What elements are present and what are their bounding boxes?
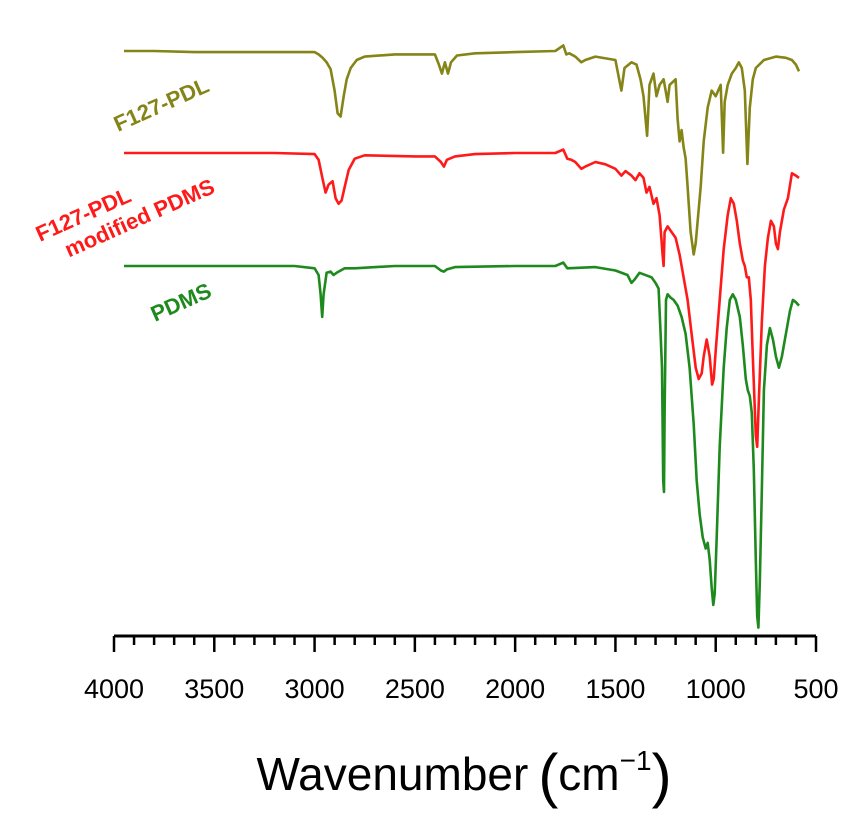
x-axis-tick-labels: 4000 3500 3000 2500 2000 1500 1000 500 — [84, 674, 839, 704]
series-label-f127-pdl: F127-PDL — [110, 72, 213, 136]
x-axis-ticks — [112, 636, 818, 652]
tick-label-3000: 3000 — [285, 674, 345, 704]
tick-label-500: 500 — [793, 674, 838, 704]
tick-label-2000: 2000 — [485, 674, 545, 704]
tick-label-4000: 4000 — [84, 674, 144, 704]
series-labels: F127-PDL F127-PDLmodified PDMS PDMS — [32, 72, 218, 326]
series-line-1 — [124, 148, 800, 449]
series-line-0 — [124, 44, 801, 256]
series-line-2 — [124, 261, 800, 629]
x-axis-title: Wavenumber (cm−1) — [256, 742, 671, 809]
series-layer — [124, 44, 801, 629]
tick-label-1500: 1500 — [585, 674, 645, 704]
series-label-pdms: PDMS — [147, 278, 215, 327]
tick-label-3500: 3500 — [184, 674, 244, 704]
tick-label-1000: 1000 — [686, 674, 746, 704]
tick-label-2500: 2500 — [385, 674, 445, 704]
series-label-f127-pdl-modified-pdms: F127-PDLmodified PDMS — [32, 150, 218, 270]
x-axis: 4000 3500 3000 2500 2000 1500 1000 500 — [84, 634, 839, 704]
